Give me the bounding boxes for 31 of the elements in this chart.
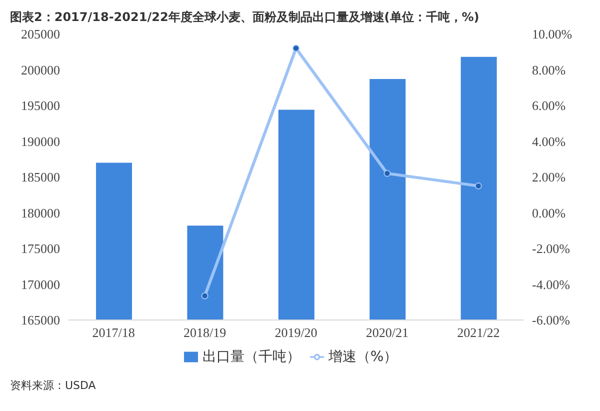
point (201, 292, 208, 300)
point (292, 44, 300, 52)
point (384, 170, 391, 177)
y2-tick-label: 6.00% (532, 98, 566, 114)
y2-tick-label: 10.00% (532, 26, 572, 42)
y-tick-label: 205000 (21, 26, 60, 42)
y2-tick-label: -2.00% (532, 241, 570, 256)
y2-tick-label: 0.00% (532, 205, 566, 220)
chart-title: 图表2：2017/18-2021/22年度全球小麦、面粉及制品出口量及增速(单位：千吨，%) (10, 10, 480, 24)
y2-tick-label: 4.00% (532, 134, 566, 149)
y2-tick-label: -4.00% (532, 276, 570, 292)
y-tick-label: 180000 (21, 205, 60, 220)
text: 资料来源：USDA (10, 378, 97, 393)
y2-tick-label: 8.00% (532, 62, 566, 78)
y-tick-label: 170000 (21, 276, 60, 292)
y-tick-label: 165000 (21, 312, 60, 328)
y2-tick-label: 2.00% (532, 170, 566, 185)
y-tick-label: 195000 (21, 98, 60, 114)
y-tick-label: 190000 (21, 134, 60, 149)
y-tick-label: 185000 (21, 170, 60, 185)
y-tick-label: 175000 (21, 241, 60, 256)
legend-label: 出口量（千吨） (202, 349, 300, 365)
x-tick-label: 2021/22 (457, 325, 500, 340)
x-tick-label: 2017/18 (92, 325, 135, 340)
y2-tick-label: -6.00% (532, 312, 570, 328)
x-tick-label: 2020/21 (366, 325, 409, 340)
legend-label: 增速（%） (328, 349, 398, 365)
x-tick-label: 2018/19 (183, 325, 226, 340)
point (474, 182, 482, 190)
x-tick-label: 2019/20 (274, 325, 318, 340)
y-tick-label: 200000 (21, 62, 60, 78)
